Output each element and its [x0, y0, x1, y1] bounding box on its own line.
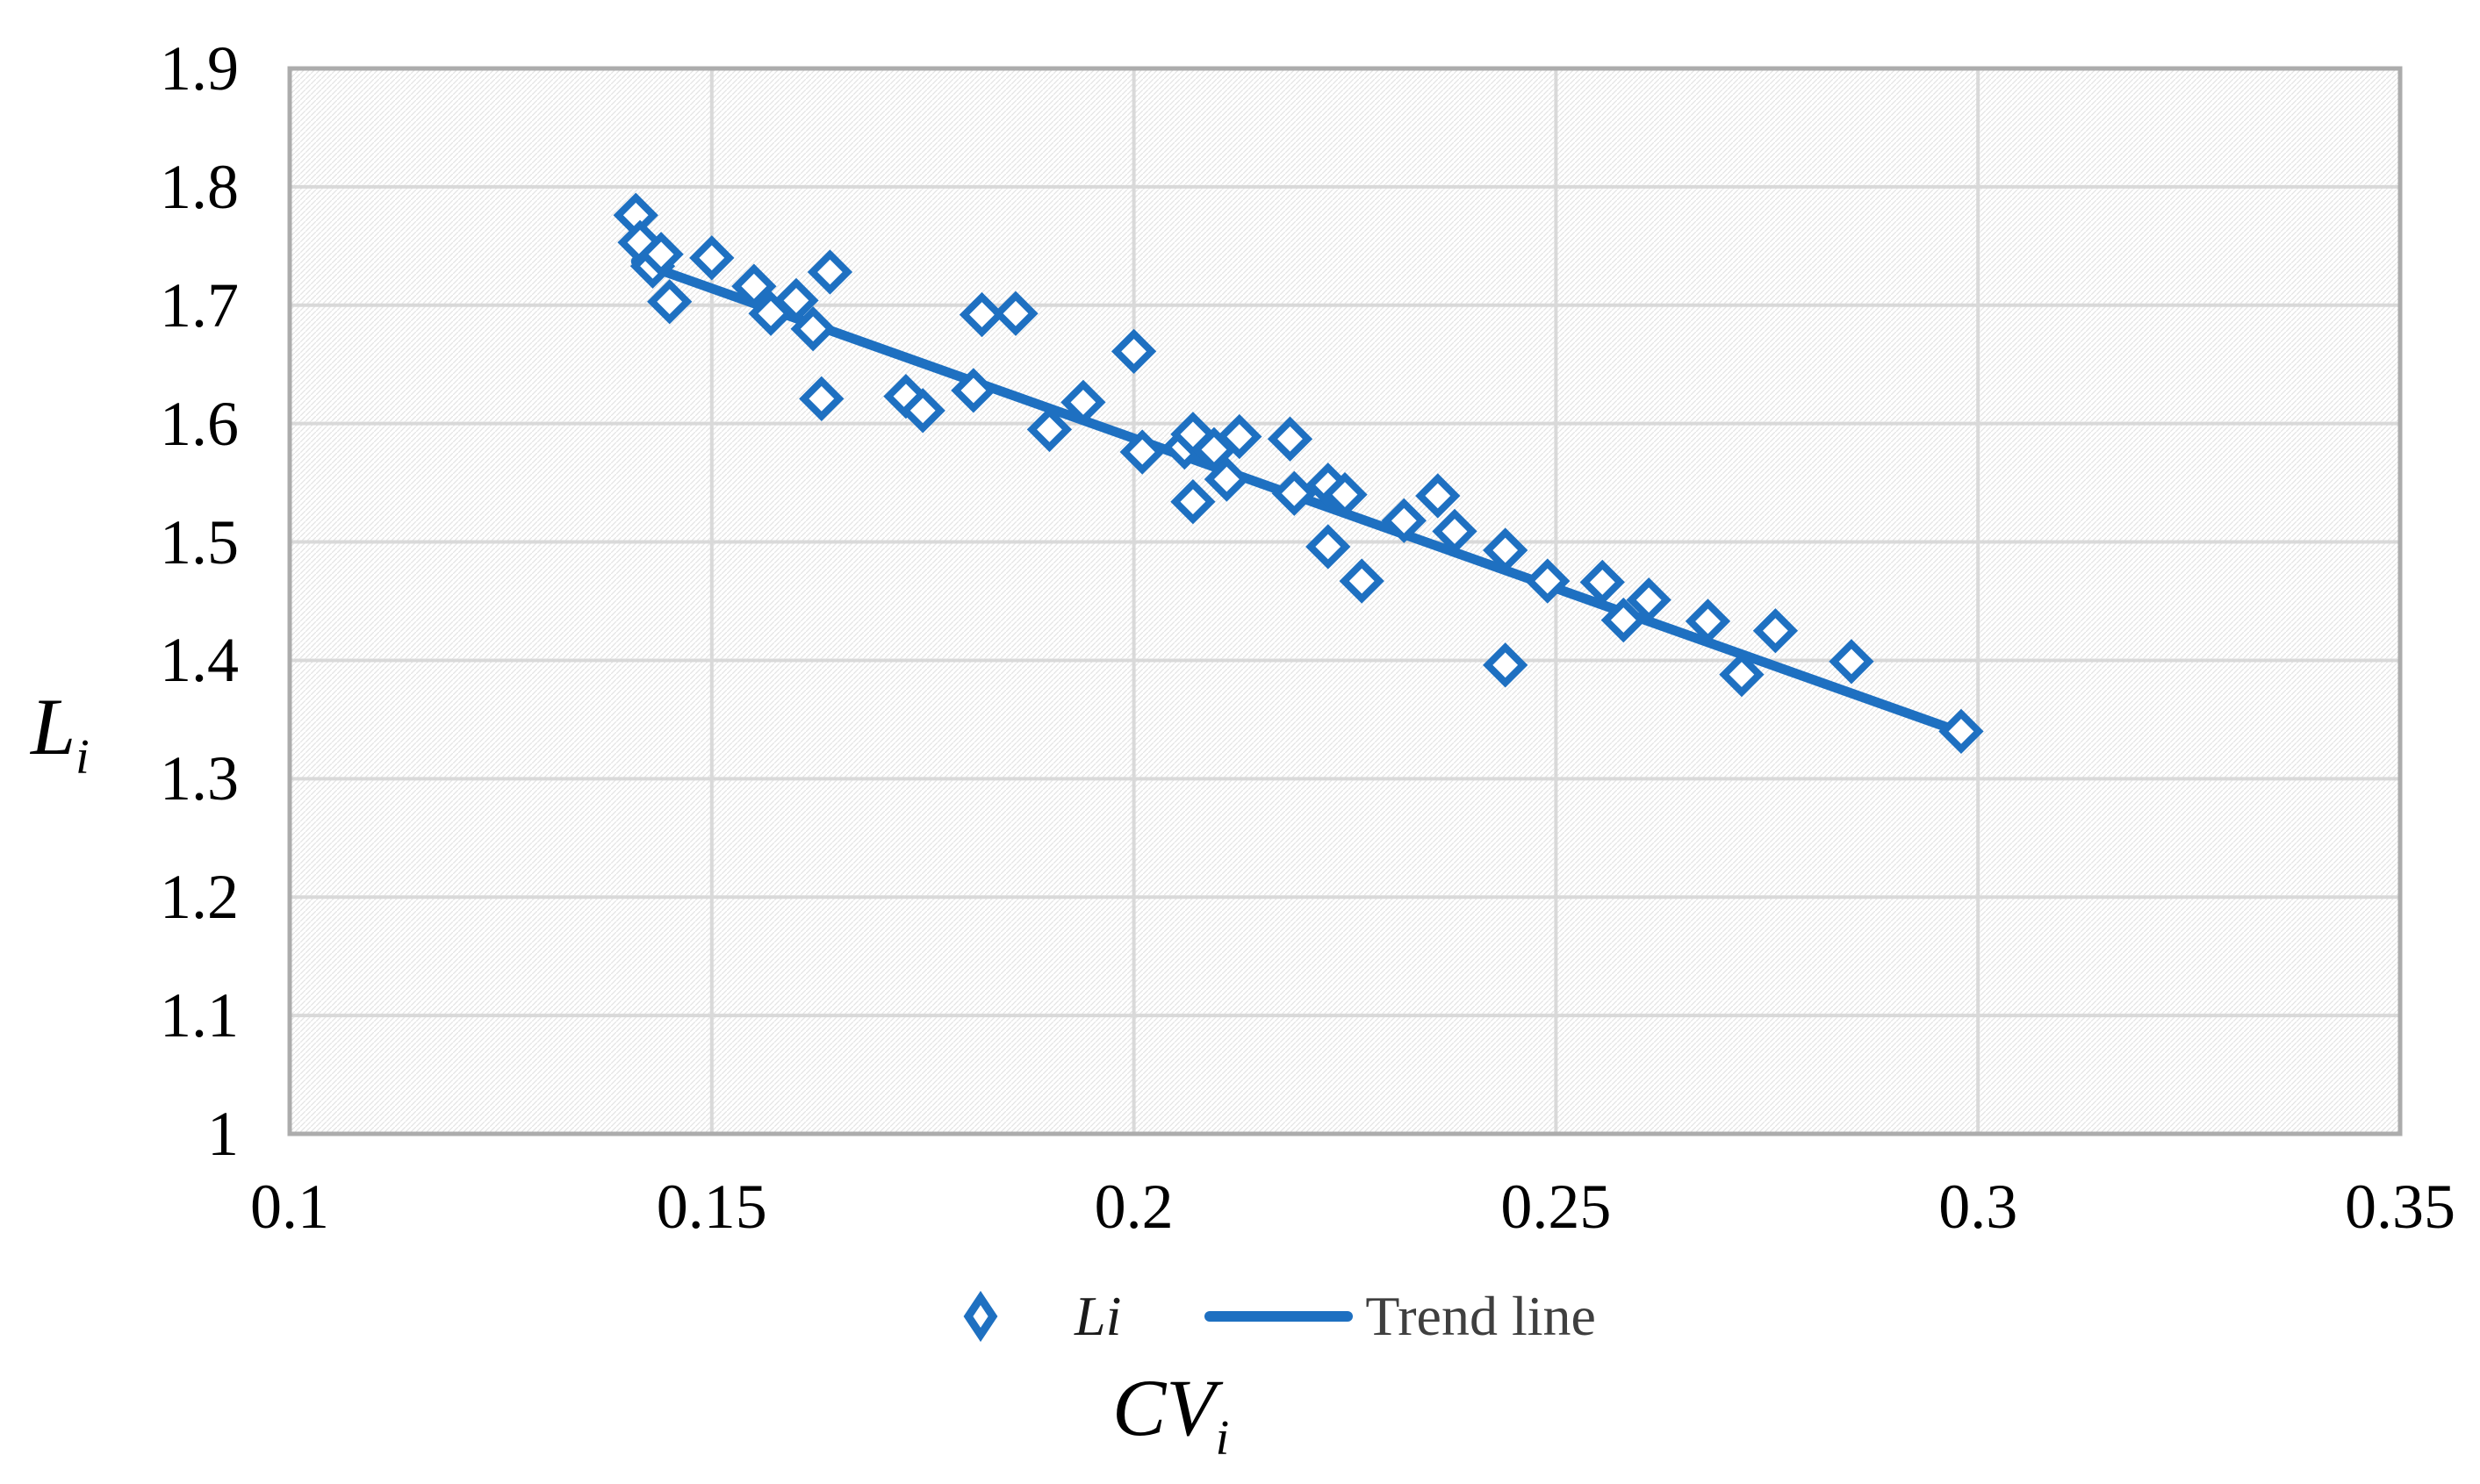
data-point-diamond	[1938, 708, 1984, 755]
legend: Li Trend line	[961, 1283, 1596, 1350]
x-tick-label: 0.3	[1938, 1172, 2018, 1242]
plot-border	[287, 66, 2403, 1136]
legend-series-label: Li	[1075, 1285, 1122, 1347]
data-point-diamond	[1026, 406, 1073, 453]
y-gridlines	[290, 184, 2400, 1018]
data-point-diamond	[1217, 413, 1262, 460]
series-Li-markers	[613, 192, 1984, 755]
data-point-diamond	[689, 235, 735, 281]
data-point-diamond	[799, 376, 845, 421]
x-tick-label: 0.2	[1094, 1172, 1174, 1242]
data-point-diamond	[1600, 597, 1646, 643]
data-point-diamond	[1579, 559, 1625, 606]
legend-trendline-swatch	[1204, 1311, 1354, 1322]
data-point-diamond	[1525, 558, 1571, 604]
y-tick-label: 1.1	[160, 980, 239, 1051]
y-tick-label: 1.5	[160, 506, 239, 577]
data-point-diamond	[790, 306, 836, 352]
data-point-diamond	[647, 279, 693, 325]
data-point-diamond	[1432, 508, 1477, 555]
data-point-diamond	[1339, 558, 1384, 604]
data-point-diamond	[1719, 651, 1765, 698]
data-point-diamond	[1483, 527, 1528, 573]
data-point-diamond	[900, 388, 945, 434]
y-tick-label: 1.6	[160, 388, 239, 459]
data-point-diamond	[951, 368, 996, 413]
x-tick-label: 0.25	[1500, 1172, 1612, 1242]
data-point-diamond	[1322, 471, 1368, 518]
y-tick-label: 1	[207, 1099, 239, 1169]
plot-area	[290, 68, 2400, 1134]
x-tick-label: 0.1	[250, 1172, 329, 1242]
y-tick-label: 1.2	[160, 862, 239, 933]
x-axis-title-subscript: i	[1215, 1411, 1230, 1466]
x-tick-label: 0.15	[656, 1172, 767, 1242]
data-point-diamond	[1752, 608, 1799, 654]
data-point-diamond	[773, 277, 819, 324]
y-tick-label: 1.7	[160, 269, 239, 341]
data-point-diamond	[1305, 524, 1351, 570]
data-point-diamond	[731, 263, 777, 309]
data-point-diamond	[1111, 328, 1157, 375]
data-point-diamond	[1204, 456, 1250, 502]
legend-diamond-icon	[963, 1291, 998, 1342]
y-tick-label: 1.9	[160, 33, 239, 104]
y-axis-title: Li	[31, 686, 90, 785]
y-tick-label: 1.3	[160, 743, 239, 814]
data-point-diamond	[1060, 379, 1106, 426]
data-point-diamond	[959, 291, 1005, 338]
data-point-diamond	[1119, 429, 1165, 475]
legend-trend-label: Trend line	[1365, 1285, 1596, 1347]
x-axis-title-main: CV	[1112, 1363, 1216, 1452]
data-point-diamond	[1626, 577, 1671, 623]
x-axis-title: CVi	[1112, 1367, 1229, 1466]
data-point-diamond	[807, 249, 853, 295]
data-point-diamond	[1170, 479, 1216, 525]
data-point-diamond	[1685, 599, 1731, 644]
y-tick-label: 1.4	[160, 625, 239, 696]
y-axis-title-subscript: i	[75, 730, 90, 785]
data-point-diamond	[993, 290, 1039, 336]
data-point-diamond	[1483, 642, 1528, 688]
y-tick-label: 1.8	[160, 151, 239, 222]
x-tick-label: 0.35	[2345, 1172, 2455, 1242]
data-point-diamond	[1381, 498, 1427, 543]
data-point-diamond	[638, 232, 684, 277]
y-axis-title-main: L	[31, 682, 76, 771]
data-point-diamond	[1271, 470, 1317, 516]
data-point-diamond	[1267, 416, 1313, 462]
data-point-diamond	[1415, 473, 1461, 519]
data-point-diamond	[1829, 639, 1874, 685]
